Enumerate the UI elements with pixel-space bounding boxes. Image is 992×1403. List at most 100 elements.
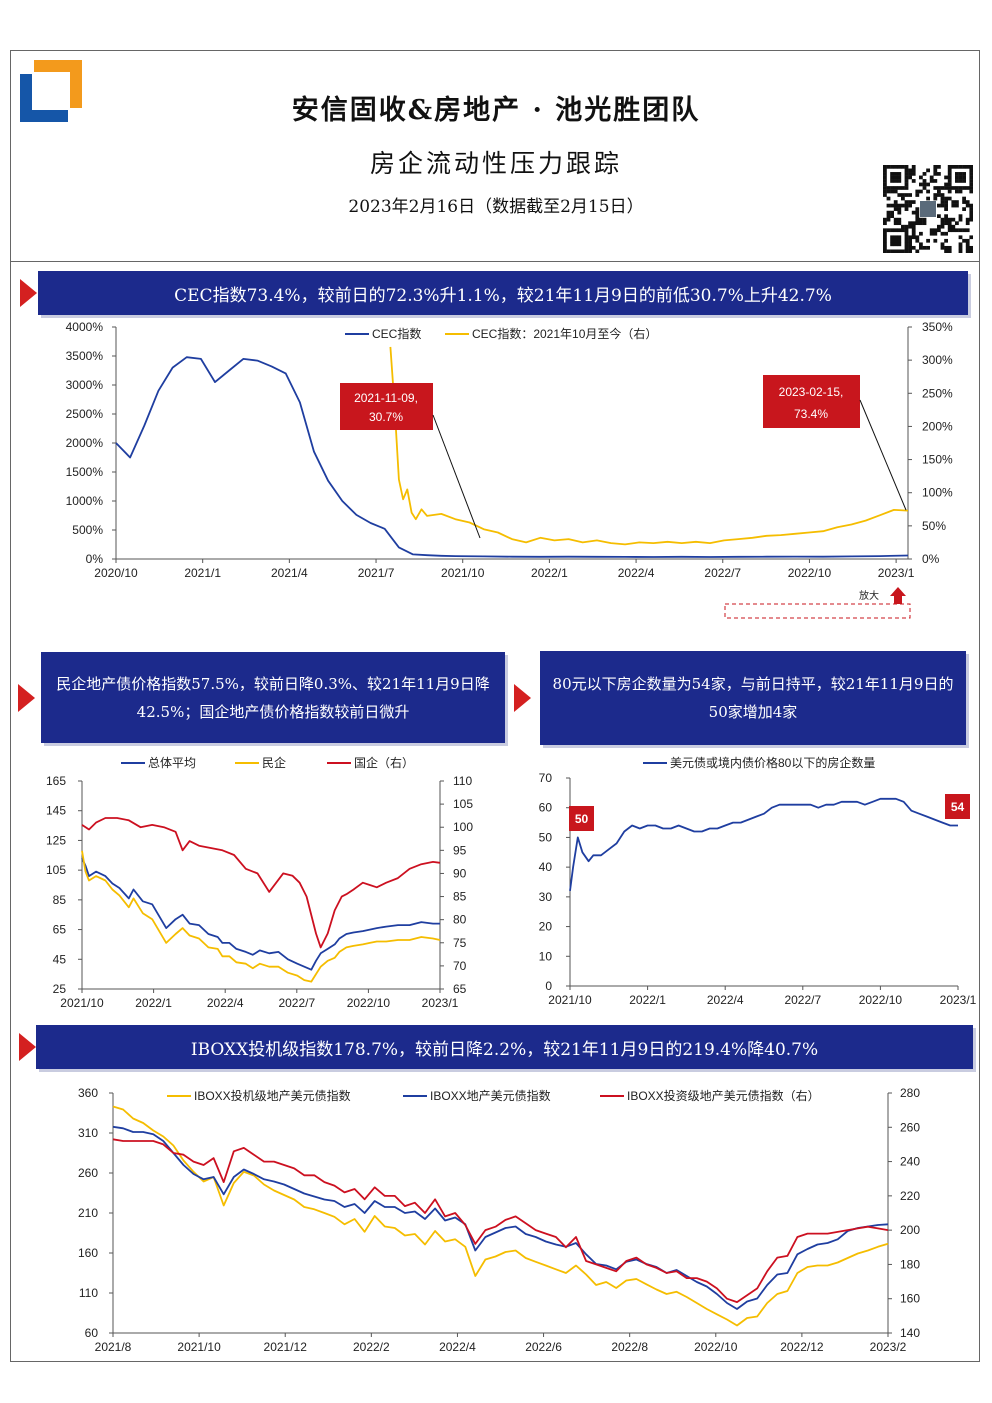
qr-module [919,231,923,236]
qr-module [958,214,963,218]
y-left-tick-label: 65 [53,923,67,937]
qr-module [883,189,887,194]
qr-module [962,175,966,180]
qr-module [962,196,966,201]
qr-module [955,175,959,180]
qr-module [883,238,887,243]
qr-module [933,186,938,190]
series-line [112,1125,889,1310]
qr-module [893,235,898,240]
qr-module [951,186,956,190]
series-line [112,1105,889,1327]
x-tick-label: 2022/4 [707,993,744,1007]
qr-code-icon[interactable] [883,165,973,253]
qr-module [915,207,920,211]
qr-module [915,214,920,218]
qr-module [969,210,973,215]
qr-module [893,179,898,183]
qr-module [919,221,923,226]
qr-module [947,165,952,169]
qr-module [922,172,927,176]
header-divider [10,261,980,262]
y-left-tick-label: 60 [85,1326,99,1340]
qr-module [933,193,938,197]
series-line [112,1138,889,1303]
y-right-tick-label: 250% [922,386,953,400]
qr-module [911,168,916,173]
qr-module [883,221,887,226]
legend-label: CEC指数：2021年10月至今（右） [472,326,657,341]
qr-module [937,172,941,176]
qr-module [901,165,905,169]
x-tick-label: 2022/4 [618,566,655,580]
qr-module [958,165,963,169]
qr-module [886,210,891,215]
qr-module [947,196,952,201]
y-left-tick-label: 165 [46,774,66,788]
qr-module [947,224,952,229]
y-right-tick-label: 105 [453,797,473,811]
qr-module [947,186,952,190]
qr-module [883,172,887,176]
y-left-tick-label: 160 [78,1246,98,1260]
qr-module [904,224,909,229]
legend-label: IBOXX地产美元债指数 [430,1088,551,1103]
qr-module [944,238,948,243]
qr-module [897,193,902,197]
qr-module [955,221,959,226]
y-left-tick-label: 260 [78,1166,98,1180]
qr-module [965,238,970,243]
qr-module [933,238,938,243]
qr-module [958,189,963,194]
report-date: 2023年2月16日（数据截至2月15日） [348,197,644,217]
qr-module [911,210,916,215]
qr-module [929,231,934,236]
chart-1-annotations: 2021-11-09, 30.7% 2023-02-15, 73.4% 放大 [340,375,911,619]
callout-box [340,383,433,430]
qr-module [965,186,970,190]
qr-module [944,214,948,218]
qr-module [951,217,956,222]
qr-module [890,189,894,194]
qr-module [908,249,912,253]
qr-module [883,228,887,233]
y-left-tick-label: 3500% [66,349,104,363]
legend-label: IBOXX投资级地产美元债指数（右） [627,1088,820,1103]
y-left-tick-label: 45 [53,952,67,966]
y-left-tick-label: 3000% [66,378,104,392]
x-tick-label: 2021/10 [177,1340,221,1354]
y-left-tick-label: 85 [53,893,67,907]
qr-module [915,238,920,243]
qr-module [965,249,970,253]
qr-module [904,231,909,236]
qr-module [958,172,963,176]
qr-module [904,249,909,253]
qr-module [901,196,905,201]
qr-module [951,165,956,169]
qr-module [947,182,952,187]
qr-module [933,179,938,183]
qr-module [947,172,952,176]
y-left-tick-label: 40 [539,860,553,874]
y-right-tick-label: 65 [453,982,467,996]
series-line [389,346,909,546]
x-tick-label: 2021/7 [358,566,395,580]
qr-module [915,217,920,222]
qr-module [940,217,945,222]
x-tick-label: 2021/8 [95,1340,132,1354]
qr-module [893,186,898,190]
qr-module [908,238,912,243]
essence-logo-icon [20,60,82,122]
qr-module [937,203,941,208]
qr-module [922,245,927,250]
qr-module [951,200,956,204]
y-right-tick-label: 200% [922,419,953,433]
y-left-tick-label: 25 [53,982,67,996]
callout-box [763,375,860,428]
qr-module [955,203,959,208]
qr-module [958,228,963,233]
y-right-tick-label: 50% [922,519,946,533]
qr-module [958,186,963,190]
y-left-tick-label: 0% [86,552,104,566]
callout-date: 2021-11-09, [354,391,418,405]
